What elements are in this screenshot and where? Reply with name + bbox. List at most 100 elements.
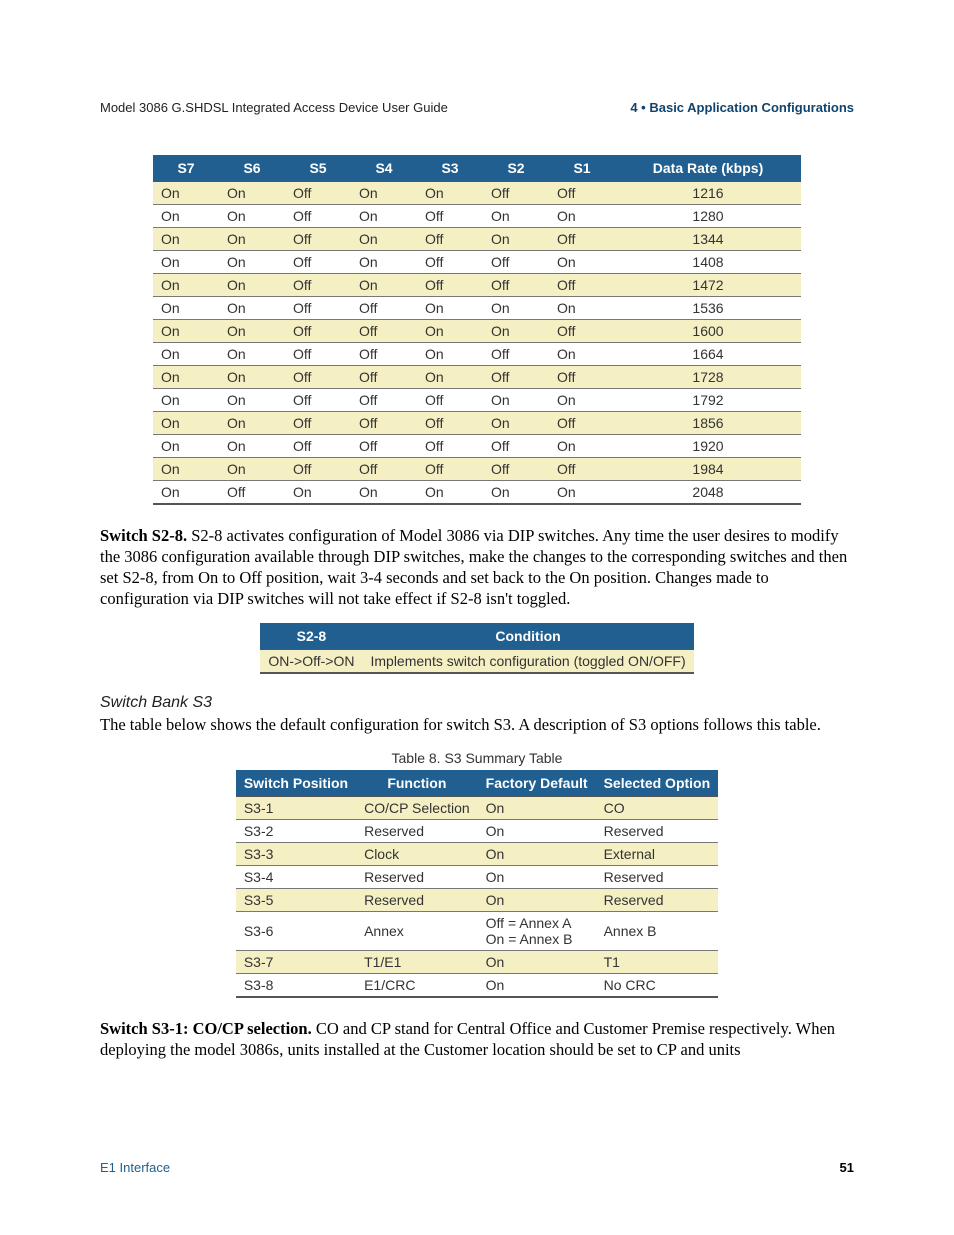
table-cell: On bbox=[478, 796, 596, 819]
table-cell: 1216 bbox=[615, 182, 801, 205]
table-cell: Off bbox=[285, 412, 351, 435]
table-cell: Off bbox=[417, 274, 483, 297]
table-cell: On bbox=[549, 251, 615, 274]
table-row: S3-4ReservedOnReserved bbox=[236, 865, 718, 888]
table-cell: Off bbox=[417, 205, 483, 228]
table-row: S3-3ClockOnExternal bbox=[236, 842, 718, 865]
table-cell: T1/E1 bbox=[356, 950, 478, 973]
table-cell: Off bbox=[483, 274, 549, 297]
table-cell: Off bbox=[351, 343, 417, 366]
table-cell: S3-3 bbox=[236, 842, 356, 865]
footer-right: 51 bbox=[840, 1160, 854, 1175]
t1-header: S3 bbox=[417, 155, 483, 182]
table-cell: S3-5 bbox=[236, 888, 356, 911]
table-cell: On bbox=[417, 320, 483, 343]
table-caption: Table 8. S3 Summary Table bbox=[100, 750, 854, 766]
table-row: S3-8E1/CRCOnNo CRC bbox=[236, 973, 718, 997]
table-cell: Off bbox=[285, 458, 351, 481]
table-cell: On bbox=[153, 251, 219, 274]
table-cell: Off bbox=[351, 389, 417, 412]
table-cell: Off bbox=[417, 435, 483, 458]
table-cell: On bbox=[478, 950, 596, 973]
table-row: OnOnOffOffOnOnOn1536 bbox=[153, 297, 801, 320]
table-cell: Off bbox=[483, 366, 549, 389]
table-cell: 1792 bbox=[615, 389, 801, 412]
table-cell: Off bbox=[417, 458, 483, 481]
table-row: OnOnOffOffOnOnOff1600 bbox=[153, 320, 801, 343]
table-cell: On bbox=[351, 205, 417, 228]
table-cell: 1344 bbox=[615, 228, 801, 251]
table-cell: Off bbox=[285, 343, 351, 366]
table-cell: 2048 bbox=[615, 481, 801, 505]
table-cell: Off bbox=[549, 320, 615, 343]
table-cell: On bbox=[417, 297, 483, 320]
table-cell: On bbox=[483, 481, 549, 505]
table-cell: On bbox=[417, 343, 483, 366]
table-cell: On bbox=[483, 412, 549, 435]
t1-header: S4 bbox=[351, 155, 417, 182]
s3-intro: The table below shows the default config… bbox=[100, 714, 854, 735]
table-cell: On bbox=[153, 205, 219, 228]
table-cell: Off bbox=[351, 435, 417, 458]
t2-c1: Implements switch configuration (toggled… bbox=[362, 650, 693, 674]
t2-c0: ON->Off->ON bbox=[260, 650, 362, 674]
table-row: OnOnOffOffOffOffOff1984 bbox=[153, 458, 801, 481]
table-cell: On bbox=[219, 389, 285, 412]
table-cell: On bbox=[483, 320, 549, 343]
table-cell: On bbox=[219, 320, 285, 343]
t3-header: Factory Default bbox=[478, 770, 596, 797]
table-cell: On bbox=[351, 228, 417, 251]
table-cell: Off bbox=[351, 366, 417, 389]
table-cell: On bbox=[549, 205, 615, 228]
s2-8-condition-table: S2-8 Condition ON->Off->ON Implements sw… bbox=[260, 623, 693, 674]
table-cell: On bbox=[478, 819, 596, 842]
table-row: S3-1CO/CP SelectionOnCO bbox=[236, 796, 718, 819]
table-cell: Off bbox=[549, 274, 615, 297]
switch-bank-s3-heading: Switch Bank S3 bbox=[100, 694, 854, 712]
table-cell: S3-6 bbox=[236, 911, 356, 950]
table-row: S3-5ReservedOnReserved bbox=[236, 888, 718, 911]
table-row: OnOnOffOnOffOffOff1472 bbox=[153, 274, 801, 297]
table-cell: Reserved bbox=[596, 888, 719, 911]
table-cell: 1472 bbox=[615, 274, 801, 297]
table-cell: On bbox=[219, 274, 285, 297]
table-cell: Off bbox=[285, 228, 351, 251]
switch-s3-1-paragraph: Switch S3-1: CO/CP selection. CO and CP … bbox=[100, 1018, 854, 1060]
header-right: 4 • Basic Application Configurations bbox=[630, 100, 854, 115]
table-cell: On bbox=[219, 412, 285, 435]
table-cell: On bbox=[153, 366, 219, 389]
table-cell: On bbox=[153, 182, 219, 205]
table-cell: On bbox=[549, 297, 615, 320]
table-cell: Off bbox=[417, 251, 483, 274]
table-cell: On bbox=[549, 435, 615, 458]
table-cell: External bbox=[596, 842, 719, 865]
table-cell: Off bbox=[351, 458, 417, 481]
table-cell: Off bbox=[549, 366, 615, 389]
page: Model 3086 G.SHDSL Integrated Access Dev… bbox=[0, 0, 954, 1235]
table-cell: On bbox=[549, 481, 615, 505]
table-cell: Off = Annex AOn = Annex B bbox=[478, 911, 596, 950]
page-footer: E1 Interface 51 bbox=[100, 1160, 854, 1175]
table-cell: 1280 bbox=[615, 205, 801, 228]
t2-h1: Condition bbox=[362, 623, 693, 650]
table-cell: On bbox=[351, 182, 417, 205]
table-cell: S3-7 bbox=[236, 950, 356, 973]
table-cell: Off bbox=[219, 481, 285, 505]
table-cell: Off bbox=[285, 320, 351, 343]
table-cell: Annex B bbox=[596, 911, 719, 950]
table-cell: 1920 bbox=[615, 435, 801, 458]
table-row: OnOnOffOnOffOffOn1408 bbox=[153, 251, 801, 274]
table-cell: On bbox=[219, 366, 285, 389]
t1-header: S2 bbox=[483, 155, 549, 182]
table-cell: On bbox=[483, 297, 549, 320]
table-cell: On bbox=[478, 865, 596, 888]
table-cell: On bbox=[153, 435, 219, 458]
table-row: OnOnOffOnOffOnOn1280 bbox=[153, 205, 801, 228]
table-cell: 1728 bbox=[615, 366, 801, 389]
t1-header: S6 bbox=[219, 155, 285, 182]
table-cell: On bbox=[153, 343, 219, 366]
table-cell: Reserved bbox=[596, 865, 719, 888]
table-cell: On bbox=[153, 412, 219, 435]
table-cell: Off bbox=[417, 228, 483, 251]
t1-header: S1 bbox=[549, 155, 615, 182]
